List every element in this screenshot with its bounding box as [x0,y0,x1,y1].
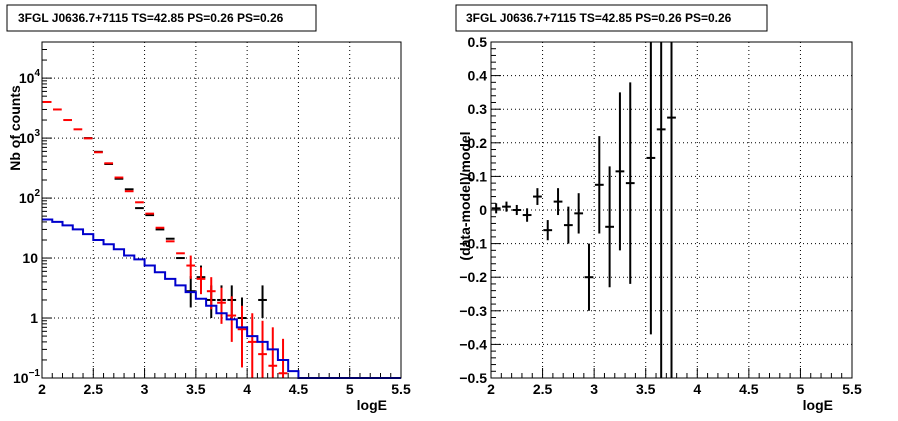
series-0 [491,42,676,378]
chart-title: 3FGL J0636.7+7115 TS=42.85 PS=0.26 PS=0.… [466,11,732,25]
title-box [455,4,768,32]
x-tick-label: 4 [243,381,251,397]
x-tick-label: 5.5 [842,381,862,397]
model-step-line [42,218,401,379]
series-2 [42,218,401,379]
plot-frame [490,41,853,379]
y-tick-label: −0.4 [459,336,487,352]
x-tick-label: 5 [797,381,805,397]
x-tick-label: 4 [693,381,701,397]
y-tick-label: 102 [19,188,41,206]
x-axis-title: logE [803,397,833,413]
x-axis-title: logE [357,397,387,413]
y-tick-label: 104 [19,68,41,86]
x-tick-label: 4.5 [289,381,309,397]
residuals-panel: 3FGL J0636.7+7115 TS=42.85 PS=0.26 PS=0.… [455,4,862,413]
x-tick-label: 3 [590,381,598,397]
x-tick-label: 3 [141,381,149,397]
y-tick-label: 0.5 [468,34,488,50]
y-tick-label: 103 [19,128,41,146]
y-tick-label: 0.1 [468,168,488,184]
y-tick-label: −0.2 [459,269,487,285]
y-tick-label: 0.4 [468,68,488,84]
y-axis-title: (data-model)/model [457,131,473,260]
x-tick-label: 3.5 [186,381,206,397]
y-tick-label: −0.5 [459,370,487,386]
x-tick-label: 5.5 [391,381,411,397]
y-tick-label: −0.3 [459,303,487,319]
plot-frame [41,41,402,379]
title-box [6,4,317,32]
x-tick-label: 2 [487,381,495,397]
y-tick-label: 0.2 [468,135,488,151]
counts-panel: 3FGL J0636.7+7115 TS=42.85 PS=0.26 PS=0.… [6,4,411,413]
x-tick-label: 2.5 [533,381,553,397]
y-tick-label: 1 [30,310,38,326]
chart-title: 3FGL J0636.7+7115 TS=42.85 PS=0.26 PS=0.… [18,11,284,25]
y-tick-label: 0 [479,202,487,218]
y-tick-label: −0.1 [459,236,487,252]
x-tick-label: 4.5 [739,381,759,397]
x-tick-label: 3.5 [636,381,656,397]
x-tick-label: 2.5 [84,381,104,397]
y-tick-label: 0.3 [468,101,488,117]
y-axis-title: Nb of counts [7,85,23,171]
y-tick-label: 10 [22,250,38,266]
x-tick-label: 2 [38,381,46,397]
y-tick-label: 10−1 [13,368,40,386]
series-1 [42,100,288,378]
x-tick-label: 5 [346,381,354,397]
